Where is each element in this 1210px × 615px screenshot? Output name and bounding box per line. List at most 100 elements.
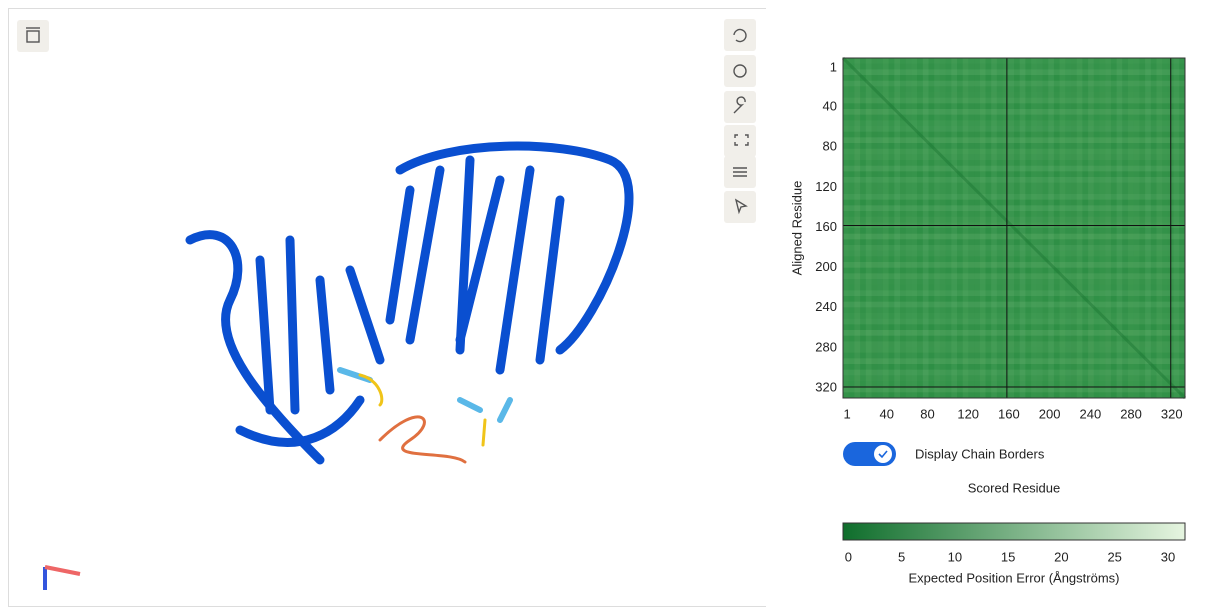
heatmap-stripe	[843, 330, 1185, 336]
heatmap-stripe	[843, 381, 1185, 387]
sequence-button[interactable]	[17, 20, 49, 52]
heatmap-stripe	[843, 353, 1185, 359]
heatmap-stripe	[843, 188, 1185, 194]
heatmap-stripe	[1065, 58, 1071, 398]
heatmap-stripe	[843, 194, 1185, 200]
heatmap-stripe	[1156, 58, 1163, 398]
heatmap-stripe	[1002, 58, 1009, 398]
heatmap-stripe	[1048, 58, 1054, 398]
colorbar-tick-label: 25	[1107, 549, 1121, 564]
reset-button[interactable]	[724, 19, 756, 51]
x-tick-label: 200	[1039, 406, 1061, 421]
heatmap-stripe	[1031, 58, 1037, 398]
heatmap-stripe	[843, 86, 1185, 92]
y-tick-label: 320	[815, 379, 837, 394]
colorbar-tick-label: 20	[1054, 549, 1068, 564]
heatmap-stripe	[1139, 58, 1145, 398]
heatmap-stripe	[962, 58, 969, 398]
snapshot-button[interactable]	[724, 55, 756, 87]
heatmap-stripe	[968, 58, 975, 398]
colorbar-tick-label: 10	[948, 549, 962, 564]
y-tick-label: 280	[815, 339, 837, 354]
heatmap-stripe	[843, 165, 1185, 172]
heatmap-stripe	[1128, 58, 1134, 398]
heatmap-stripe	[882, 58, 889, 398]
heatmap-stripe	[843, 273, 1185, 279]
heatmap-stripe	[843, 58, 1185, 64]
heatmap-stripe	[1076, 58, 1083, 398]
heatmap-stripe	[911, 58, 918, 398]
heatmap-stripe	[843, 137, 1185, 143]
heatmap-stripe	[1173, 58, 1180, 398]
heatmap-stripe	[843, 375, 1185, 381]
heatmap-stripe	[1133, 58, 1140, 398]
heatmap-stripe	[843, 290, 1185, 296]
colorbar-tick-label: 15	[1001, 549, 1015, 564]
heatmap-stripe	[1162, 58, 1168, 398]
heatmap-stripe	[1088, 58, 1094, 398]
heatmap-stripe	[843, 126, 1185, 132]
heatmap-stripe	[979, 58, 986, 398]
heatmap-stripe	[843, 369, 1185, 376]
heatmap-stripe	[843, 301, 1185, 308]
heatmap-stripe	[843, 313, 1185, 319]
heatmap-stripe	[877, 58, 883, 398]
heatmap-stripe	[894, 58, 900, 398]
heatmap-stripe	[843, 97, 1185, 104]
heatmap-stripe	[865, 58, 872, 398]
heatmap-stripe	[1179, 58, 1185, 398]
x-tick-label: 1	[843, 406, 850, 421]
icons	[26, 27, 749, 215]
x-axis-label: Scored Residue	[968, 480, 1061, 495]
heatmap-stripe	[843, 347, 1185, 353]
heatmap-stripe	[843, 250, 1185, 257]
y-tick-label: 120	[815, 179, 837, 194]
chain-border-toggle[interactable]	[843, 442, 896, 466]
heatmap-stripe	[843, 177, 1185, 183]
y-axis-label: Aligned Residue	[789, 181, 804, 276]
heatmap-stripe	[905, 58, 912, 398]
heatmap-stripe	[843, 205, 1185, 211]
heatmap-stripe	[1145, 58, 1151, 398]
heatmap-stripe	[843, 262, 1185, 268]
heatmap-stripe	[843, 364, 1185, 370]
heatmap-stripe	[934, 58, 940, 398]
heatmap-stripe	[1151, 58, 1157, 398]
toggle-label: Display Chain Borders	[915, 446, 1045, 461]
y-tick-label: 80	[823, 139, 837, 154]
heatmap-stripe	[1116, 58, 1123, 398]
x-tick-label: 120	[957, 406, 979, 421]
fullscreen-button[interactable]	[724, 125, 756, 157]
axes-indicator	[43, 565, 81, 590]
heatmap-stripe	[843, 80, 1185, 87]
y-tick-label: 1	[830, 59, 837, 74]
x-tick-label: 80	[920, 406, 934, 421]
heatmap-stripe	[843, 341, 1185, 347]
heatmap-stripe	[951, 58, 957, 398]
colorbar-tick-label: 30	[1161, 549, 1175, 564]
heatmap-stripe	[843, 386, 1185, 393]
heatmap-stripe	[1099, 58, 1106, 398]
heatmap-frame	[842, 57, 1186, 399]
heatmap-stripe	[1008, 58, 1014, 398]
y-tick-label: 240	[815, 299, 837, 314]
heatmap-stripe	[1059, 58, 1066, 398]
heatmap-stripe	[854, 58, 861, 398]
heatmap-stripe	[974, 58, 980, 398]
colorbar-title: Expected Position Error (Ångströms)	[909, 570, 1120, 585]
heatmap-stripe	[843, 69, 1185, 75]
colorbar	[842, 522, 1186, 541]
protein-ribbon	[185, 141, 634, 465]
colorbar-tick-label: 5	[898, 549, 905, 564]
y-tick-label: 160	[815, 219, 837, 234]
select-button[interactable]	[724, 191, 756, 223]
heatmap-stripe	[1036, 58, 1043, 398]
pae-heatmap	[841, 56, 1187, 400]
heatmap-stripe	[922, 58, 929, 398]
toggle-knob[interactable]	[874, 445, 892, 463]
heatmap-stripe	[939, 58, 946, 398]
heatmap-stripe	[843, 154, 1185, 160]
heatmap-stripe	[843, 216, 1185, 223]
heatmap-stripe	[843, 58, 849, 398]
